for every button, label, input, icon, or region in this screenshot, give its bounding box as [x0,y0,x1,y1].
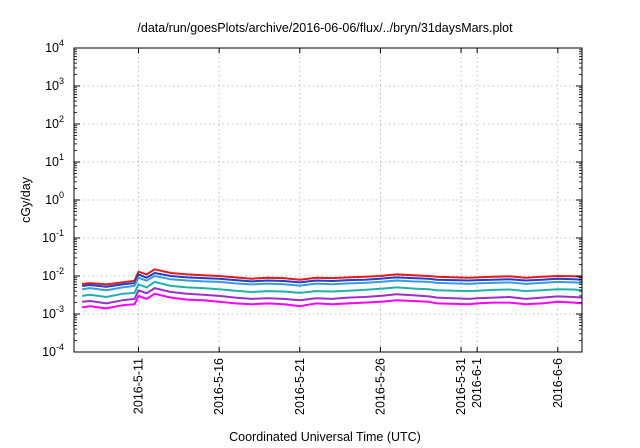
y-tick-label: 104 [45,38,64,55]
y-tick-label: 10-1 [42,228,64,245]
grid [74,48,582,352]
ticks: 2016-5-11 2016-5-16 2016-5-21 2016-5-26 2016… [42,38,582,415]
y-tick-label: 102 [45,114,64,131]
x-tick-label: 2016-6-1 [470,358,484,408]
series-line-1 [82,268,583,286]
y-tick-label: 10-2 [42,266,64,283]
series-line-6 [81,292,583,310]
series-layer [81,268,583,310]
x-tick-label: 2016-5-16 [212,358,226,415]
plot-frame [73,47,583,353]
chart-title: /data/run/goesPlots/archive/2016-06-06/f… [137,21,513,35]
series-line-5 [82,287,583,305]
x-tick-label: 2016-5-11 [132,358,146,414]
x-tick-label: 2016-6-6 [551,358,565,408]
x-tick-label: 2016-5-31 [454,358,468,415]
x-axis-label: Coordinated Universal Time (UTC) [229,430,421,444]
y-tick-label: 103 [45,76,64,93]
y-tick-label: 10-4 [42,342,64,359]
y-axis-label: cGy/day [19,176,33,223]
series-line-4 [81,280,583,298]
series-line-2 [81,272,583,288]
y-tick-label: 10-3 [42,304,64,321]
x-tick-label: 2016-5-21 [293,358,307,415]
y-tick-label: 100 [45,190,64,207]
y-tick-label: 101 [45,152,64,169]
x-tick-label: 2016-5-26 [373,358,387,415]
series-line-3 [81,275,583,292]
